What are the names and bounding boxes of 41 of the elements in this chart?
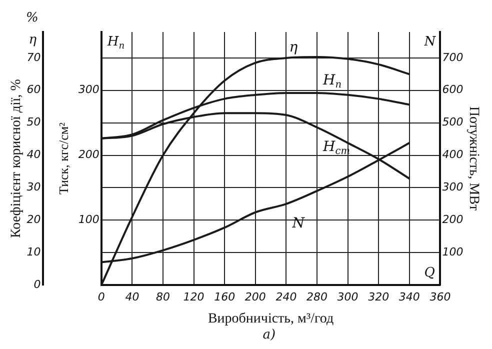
- text: %: [26, 10, 38, 26]
- y2-axis-title: Тиск, кгс/см²: [56, 122, 72, 195]
- x-tick-label: 240: [276, 290, 297, 304]
- y3-tick-label: 300: [442, 180, 464, 194]
- x-tick-label: 300: [337, 290, 358, 304]
- y3-tick-label: 500: [442, 116, 464, 129]
- y-axis-title: Коефіцієнт корисної дії, %: [9, 78, 24, 238]
- x-tick-label: 280: [306, 290, 328, 304]
- y2-tick-label: 100: [78, 212, 100, 226]
- y3-tick-label: 600: [442, 83, 464, 96]
- y-tick-label: 50: [26, 116, 41, 129]
- x-tick-label: 120: [183, 290, 204, 304]
- x-tick-label: 0: [98, 290, 105, 304]
- x-tick-label: 40: [125, 290, 140, 304]
- text: а): [262, 327, 276, 342]
- y3-axis-title: Потужність, МВт: [466, 106, 481, 211]
- y-tick-label: 10: [26, 245, 41, 258]
- y3-tick-label: 100: [442, 245, 464, 258]
- x-tick-label: 80: [156, 290, 170, 304]
- annotation: Q: [424, 265, 436, 280]
- y2-tick-label: 200: [78, 148, 100, 162]
- annotation: N: [423, 34, 436, 50]
- x-tick-label: 200: [244, 290, 266, 304]
- y-tick-label: 20: [26, 212, 41, 226]
- y-tick-label: 30: [26, 180, 41, 194]
- series-label: η: [289, 40, 298, 56]
- series-label: N: [291, 216, 306, 232]
- x-axis-title: Виробничість, м³/год: [208, 311, 334, 326]
- x-tick-label: 340: [398, 290, 420, 304]
- x-tick-label: 160: [214, 290, 236, 304]
- y-tick-label: 60: [26, 83, 41, 96]
- y3-tick-label: 200: [442, 212, 464, 226]
- text: η: [28, 32, 37, 48]
- x-tick-label: 320: [368, 290, 390, 304]
- y3-tick-label: 400: [442, 148, 464, 162]
- y-tick-label: 0: [34, 278, 41, 291]
- x-tick-label: 360: [430, 290, 451, 304]
- y3-tick-label: 700: [442, 50, 464, 64]
- y-tick-label: 70: [26, 50, 41, 64]
- y2-tick-label: 300: [78, 83, 100, 96]
- y-tick-label: 40: [26, 148, 41, 162]
